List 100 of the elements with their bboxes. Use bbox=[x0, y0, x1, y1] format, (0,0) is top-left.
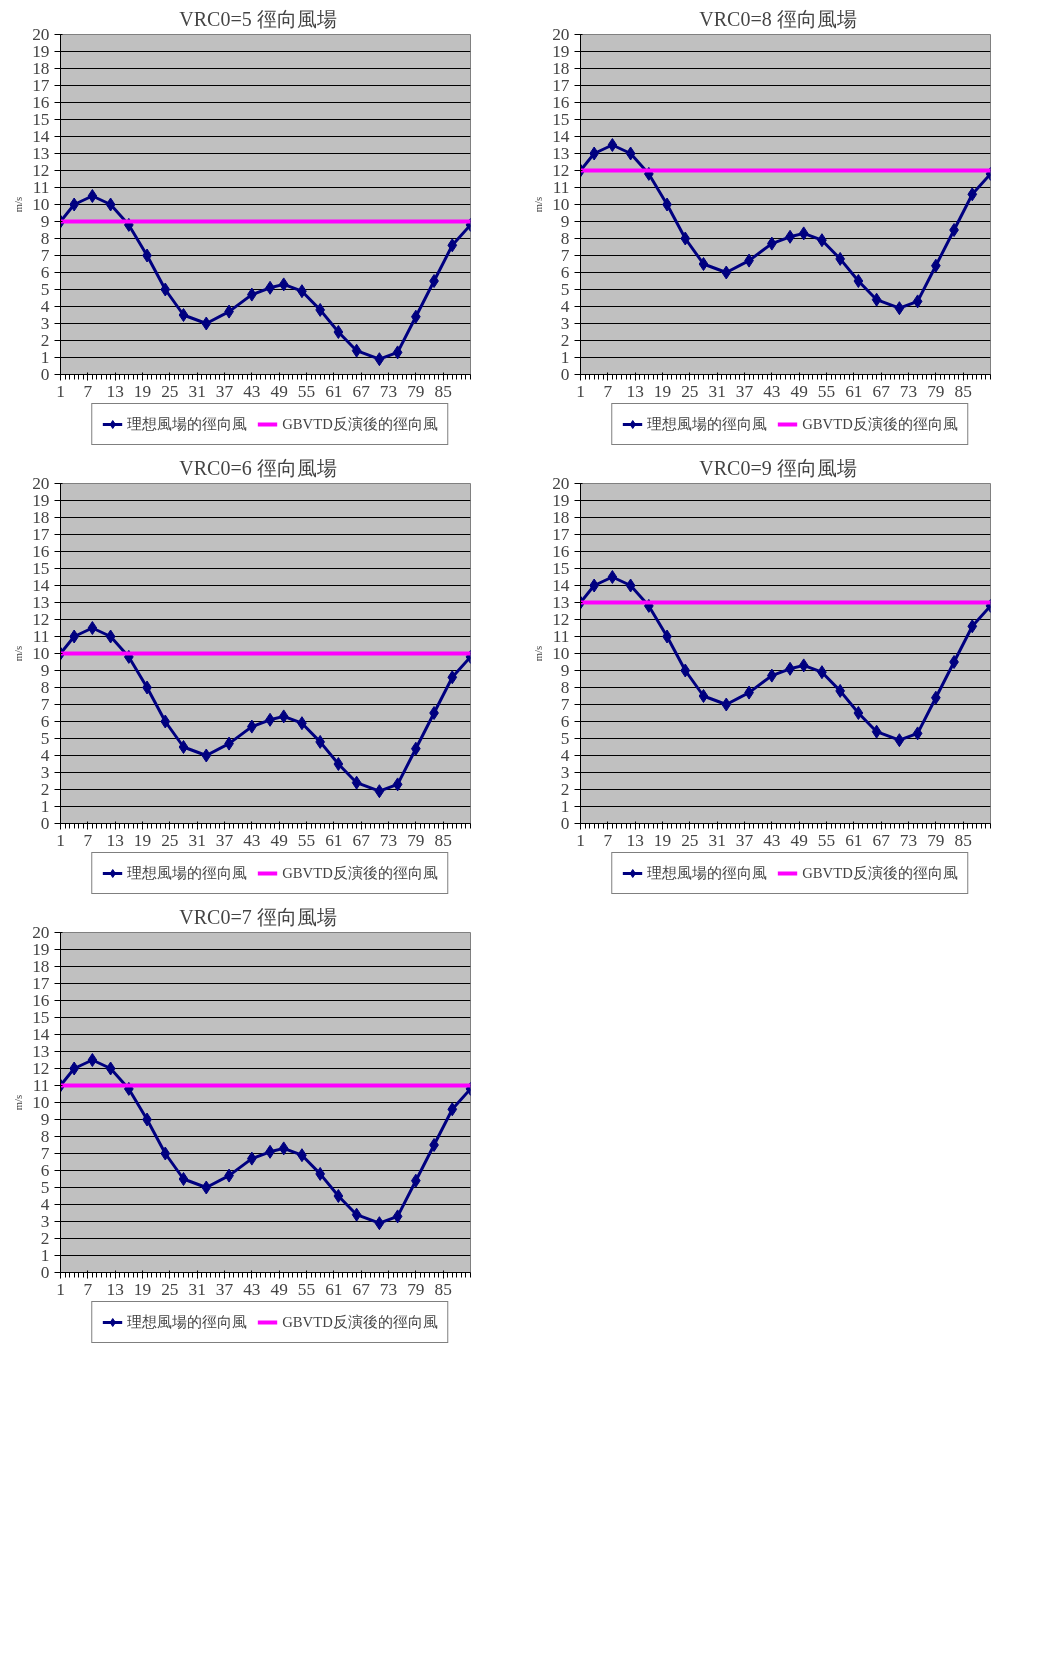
x-tick-label: 7 bbox=[83, 381, 93, 401]
y-tick-label: 8 bbox=[40, 229, 50, 248]
point bbox=[798, 658, 809, 673]
point bbox=[721, 265, 732, 280]
x-tick-label: 37 bbox=[215, 381, 234, 401]
point bbox=[178, 308, 189, 322]
y-tick-label: 14 bbox=[32, 1025, 50, 1044]
point bbox=[178, 1172, 189, 1186]
y-tick-label: 20 bbox=[32, 474, 50, 493]
x-tick-label: 61 bbox=[325, 830, 343, 850]
y-tick-label: 6 bbox=[560, 263, 570, 282]
y-tick-label: 11 bbox=[552, 627, 570, 646]
y-tick-label: 6 bbox=[40, 712, 50, 731]
y-tick-label: 8 bbox=[560, 678, 570, 697]
y-tick-label: 19 bbox=[552, 491, 570, 510]
chart-title: VRC0=5 徑向風場 bbox=[179, 7, 337, 30]
point bbox=[392, 777, 403, 792]
x-tick-label: 61 bbox=[325, 1279, 343, 1299]
point bbox=[105, 1061, 116, 1076]
x-tick-label: 25 bbox=[681, 381, 699, 401]
y-tick-label: 8 bbox=[40, 1127, 50, 1146]
x-tick-label: 43 bbox=[763, 830, 781, 850]
point bbox=[87, 1053, 98, 1067]
y-tick-label: 1 bbox=[560, 348, 570, 367]
x-tick-label: 73 bbox=[899, 830, 918, 850]
point bbox=[278, 277, 289, 292]
y-tick-label: 16 bbox=[32, 93, 50, 112]
chart-title: VRC0=7 徑向風場 bbox=[179, 905, 337, 928]
y-tick-label: 15 bbox=[552, 110, 570, 129]
x-tick-label: 7 bbox=[83, 830, 93, 850]
y-tick-label: 19 bbox=[32, 491, 50, 510]
point bbox=[853, 274, 864, 288]
y-axis-title: m/s bbox=[13, 196, 25, 213]
legend-label: GBVTD反演後的徑向風 bbox=[282, 863, 438, 883]
y-tick-label: 0 bbox=[40, 814, 50, 833]
y-axis-title: m/s bbox=[13, 1094, 25, 1111]
y-tick-label: 3 bbox=[40, 1212, 50, 1231]
x-tick-label: 19 bbox=[653, 830, 672, 850]
y-tick-label: 14 bbox=[552, 576, 570, 595]
x-tick-label: 1 bbox=[56, 381, 65, 401]
y-tick-label: 5 bbox=[560, 729, 570, 748]
x-tick-label: 73 bbox=[379, 381, 398, 401]
x-tick-label: 43 bbox=[243, 381, 261, 401]
point bbox=[447, 238, 458, 253]
x-tick-label: 79 bbox=[407, 381, 425, 401]
point bbox=[607, 570, 618, 584]
x-tick-label: 43 bbox=[243, 1279, 261, 1299]
point bbox=[333, 1189, 344, 1203]
x-tick-label: 73 bbox=[379, 830, 398, 850]
y-tick-label: 3 bbox=[560, 763, 570, 782]
legend-label: 理想風場的徑向風 bbox=[127, 863, 248, 883]
y-tick-label: 9 bbox=[560, 661, 570, 680]
y-tick-label: 8 bbox=[40, 678, 50, 697]
y-tick-label: 7 bbox=[40, 246, 50, 265]
y-tick-label: 12 bbox=[32, 1059, 50, 1078]
y-tick-label: 15 bbox=[32, 559, 50, 578]
point bbox=[912, 294, 923, 309]
x-tick-label: 85 bbox=[434, 381, 452, 401]
x-tick-label: 19 bbox=[133, 830, 152, 850]
y-tick-label: 18 bbox=[32, 957, 50, 976]
y-tick-label: 4 bbox=[40, 297, 50, 316]
legend-label: 理想風場的徑向風 bbox=[127, 1312, 248, 1332]
x-tick-label: 67 bbox=[352, 381, 371, 401]
y-tick-label: 5 bbox=[560, 280, 570, 299]
point bbox=[967, 187, 978, 202]
legend-label: 理想風場的徑向風 bbox=[127, 414, 248, 434]
point bbox=[351, 1207, 362, 1222]
x-tick-label: 67 bbox=[872, 381, 891, 401]
y-tick-label: 11 bbox=[32, 627, 50, 646]
y-tick-label: 15 bbox=[552, 559, 570, 578]
point bbox=[912, 726, 923, 741]
y-tick-label: 13 bbox=[552, 144, 570, 163]
y-tick-label: 1 bbox=[40, 348, 50, 367]
y-tick-label: 13 bbox=[552, 593, 570, 612]
point bbox=[160, 1146, 171, 1161]
y-tick-label: 12 bbox=[552, 610, 570, 629]
legend-label: GBVTD反演後的徑向風 bbox=[282, 414, 438, 434]
x-tick-label: 1 bbox=[576, 830, 585, 850]
y-tick-label: 13 bbox=[32, 593, 50, 612]
point bbox=[392, 345, 403, 360]
point bbox=[105, 629, 116, 644]
x-tick-label: 55 bbox=[297, 1279, 316, 1299]
y-tick-label: 6 bbox=[40, 1161, 50, 1180]
y-tick-label: 17 bbox=[32, 974, 50, 993]
point bbox=[721, 697, 732, 712]
y-tick-label: 2 bbox=[40, 331, 50, 350]
legend-label: GBVTD反演後的徑向風 bbox=[802, 863, 958, 883]
y-tick-label: 15 bbox=[32, 1008, 50, 1027]
x-tick-label: 49 bbox=[270, 830, 288, 850]
x-tick-label: 25 bbox=[161, 1279, 179, 1299]
point bbox=[429, 706, 439, 720]
x-tick-label: 85 bbox=[954, 381, 972, 401]
x-tick-label: 37 bbox=[215, 1279, 234, 1299]
y-tick-label: 17 bbox=[32, 525, 50, 544]
point bbox=[949, 223, 959, 237]
x-tick-label: 37 bbox=[735, 830, 754, 850]
y-tick-label: 8 bbox=[560, 229, 570, 248]
y-tick-label: 10 bbox=[32, 1093, 50, 1112]
x-tick-label: 43 bbox=[763, 381, 781, 401]
point bbox=[625, 578, 636, 593]
